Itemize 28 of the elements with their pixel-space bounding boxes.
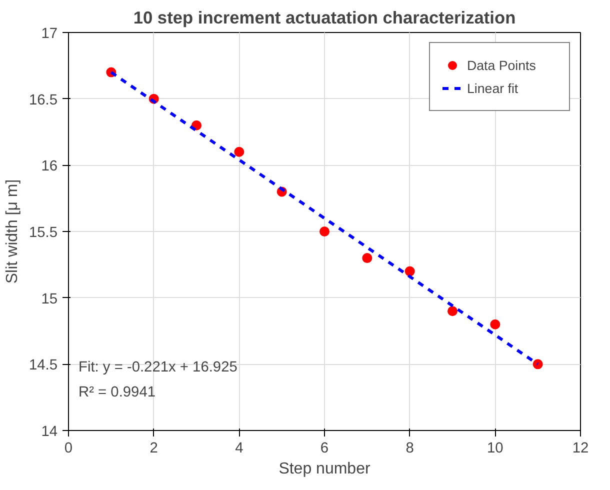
point [234, 146, 244, 157]
point [362, 253, 372, 264]
point [490, 319, 500, 330]
y-tick-label: 14 [41, 424, 58, 440]
point [532, 359, 543, 370]
x-tick-label: 10 [487, 440, 504, 456]
legend-label: Data Points [467, 58, 537, 72]
x-axis-title: Step number [278, 460, 371, 478]
y-tick-label: 16.5 [28, 92, 58, 108]
y-tick-label: 17 [41, 26, 58, 42]
x-tick-label: 4 [235, 440, 244, 456]
point [320, 226, 330, 236]
y-tick-label: 15.5 [28, 225, 58, 241]
x-tick-label: 12 [572, 440, 589, 456]
annotation: Fit: y = -0.221x + 16.925 [78, 360, 238, 376]
y-tick-label: 16 [41, 158, 58, 175]
y-tick-label: 14.5 [28, 358, 58, 374]
x-tick-label: 8 [406, 440, 414, 456]
legend-label: Linear fit [467, 80, 520, 96]
x-tick-label: 0 [64, 440, 73, 456]
chart-title: 10 step increment actuatation characterization [133, 8, 516, 28]
annotation: R² = 0.9941 [78, 384, 156, 400]
y-axis-title: Slit width [μ m] [4, 179, 21, 284]
x-tick-label: 2 [150, 440, 158, 456]
y-tick-label: 15 [41, 291, 58, 308]
point [404, 266, 415, 276]
x-tick-label: 6 [320, 440, 329, 456]
point [448, 306, 458, 316]
